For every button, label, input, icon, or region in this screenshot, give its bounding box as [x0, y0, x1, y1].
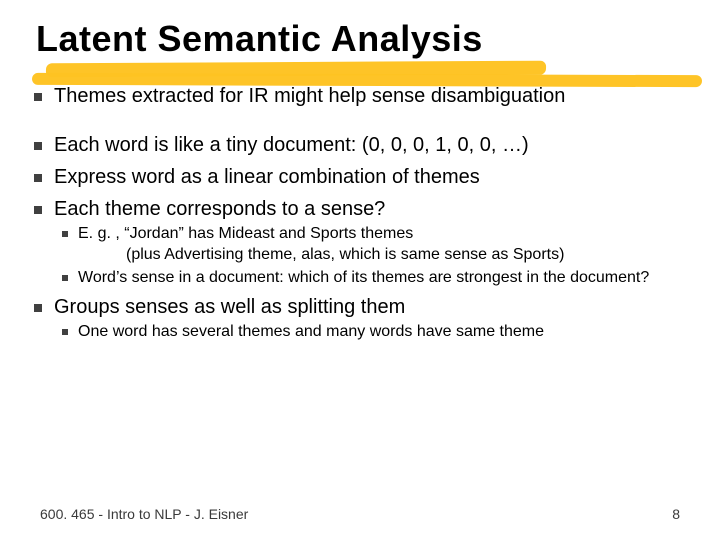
bullet-text: Each word is like a tiny document: (0, 0… [54, 134, 529, 156]
bullet-text: Each theme corresponds to a sense? [54, 198, 385, 220]
bullet-text: One word has several themes and many wor… [78, 323, 544, 340]
bullet-item: Each theme corresponds to a sense? E. g.… [28, 197, 692, 289]
bullet-text: Themes extracted for IR might help sense… [54, 85, 565, 107]
slide-title: Latent Semantic Analysis [28, 20, 692, 58]
sub-bullet-list: One word has several themes and many wor… [54, 322, 692, 342]
bullet-item: Express word as a linear combination of … [28, 165, 692, 191]
sub-bullet-item: One word has several themes and many wor… [54, 322, 692, 342]
bullet-item: Groups senses as well as splitting them … [28, 295, 692, 343]
sub-bullet-item: Word’s sense in a document: which of its… [54, 268, 692, 288]
bullet-text: Express word as a linear combination of … [54, 166, 480, 188]
bullet-text: Groups senses as well as splitting them [54, 296, 405, 318]
footer: 600. 465 - Intro to NLP - J. Eisner 8 [40, 506, 680, 522]
bullet-item: Themes extracted for IR might help sense… [28, 84, 692, 110]
sub-bullet-item: E. g. , “Jordan” has Mideast and Sports … [54, 224, 692, 265]
title-region: Latent Semantic Analysis [28, 20, 692, 58]
bullet-item: Each word is like a tiny document: (0, 0… [28, 133, 692, 159]
sub-bullet-list: E. g. , “Jordan” has Mideast and Sports … [54, 224, 692, 288]
slide: Latent Semantic Analysis Themes extracte… [0, 0, 720, 540]
bullet-text: Word’s sense in a document: which of its… [78, 269, 649, 286]
footer-left: 600. 465 - Intro to NLP - J. Eisner [40, 506, 248, 522]
bullet-continuation: (plus Advertising theme, alas, which is … [78, 245, 692, 265]
bullet-text: E. g. , “Jordan” has Mideast and Sports … [78, 225, 413, 242]
bullet-list: Themes extracted for IR might help sense… [28, 84, 692, 110]
footer-page-number: 8 [672, 506, 680, 522]
spacer [28, 115, 692, 133]
bullet-list: Each word is like a tiny document: (0, 0… [28, 133, 692, 342]
